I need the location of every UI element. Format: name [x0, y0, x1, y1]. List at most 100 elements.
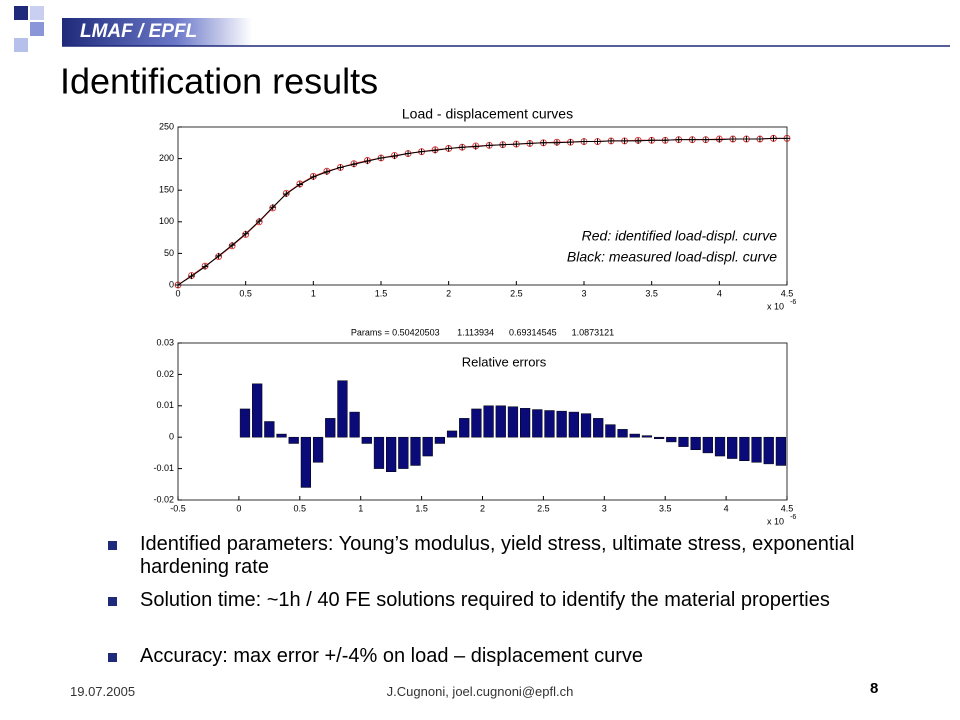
bar [373, 436, 385, 469]
y-tick-label: 150 [159, 185, 174, 195]
bar [532, 409, 543, 438]
marker [242, 230, 249, 237]
marker [526, 140, 533, 147]
bar [361, 436, 372, 444]
marker [418, 148, 425, 155]
plot-frame [177, 342, 788, 501]
series-line [177, 137, 787, 286]
chart-subtitle: Params = 0.50420503 1.113934 0.69314545 … [351, 327, 614, 337]
marker [269, 204, 276, 211]
marker [756, 136, 763, 143]
chart-title: Relative errors [462, 354, 547, 369]
slide-title: Identification results [60, 61, 378, 102]
x-tick-label: 2 [446, 288, 451, 298]
bar [239, 408, 251, 438]
bar [252, 383, 263, 438]
org: LMAF / EPFL [80, 21, 197, 42]
marker [553, 139, 560, 146]
x-tick-label: 3.5 [645, 288, 658, 298]
legend-entry: Black: measured load-displ. curve [567, 249, 777, 265]
marker [256, 218, 263, 225]
bar [690, 436, 701, 451]
marker [675, 136, 682, 143]
x-tick-label: 1 [358, 503, 363, 513]
x-multiplier: x 10 [767, 516, 784, 526]
footer-date: 19.07.2005 [70, 684, 136, 699]
x-tick-label: 4.5 [781, 288, 794, 298]
marker [662, 137, 669, 144]
bar [337, 380, 348, 438]
y-tick-label: 0 [169, 432, 174, 442]
bar [580, 413, 592, 438]
marker [405, 150, 412, 157]
bar [593, 418, 604, 438]
marker [310, 173, 317, 180]
y-tick-label: 0 [169, 279, 174, 289]
x-tick-label: 2.5 [510, 288, 523, 298]
x-tick-label: 1.5 [375, 288, 388, 298]
x-tick-label: 2 [480, 503, 485, 513]
bar [398, 436, 409, 469]
y-tick-label: 50 [164, 248, 174, 258]
marker [202, 263, 209, 270]
bar [471, 408, 482, 438]
y-tick-label: 100 [159, 216, 174, 226]
bar [763, 436, 774, 465]
marker [648, 137, 655, 144]
header-bar [62, 18, 252, 46]
x-tick-label: 1.5 [415, 503, 428, 513]
marker [215, 252, 222, 259]
bar [288, 436, 299, 444]
bar [556, 410, 567, 438]
x-tick-label: -0.5 [170, 503, 186, 513]
deco-square [30, 22, 44, 36]
marker [729, 136, 736, 143]
x-tick-label: 1 [311, 288, 316, 298]
x-tick-label: 4 [717, 288, 722, 298]
marker [445, 145, 452, 152]
marker [499, 141, 506, 148]
legend-entry: Red: identified load-displ. curve [582, 228, 778, 244]
bar [446, 430, 458, 438]
bar [520, 408, 531, 438]
y-tick-label: 0.02 [156, 369, 174, 379]
chart-title: Load - displacement curves [402, 106, 573, 122]
marker [391, 153, 398, 160]
marker [743, 136, 750, 143]
marker [567, 139, 574, 146]
bar [678, 436, 689, 447]
marker [594, 138, 601, 145]
bar [666, 436, 677, 443]
x-tick-label: 4 [724, 503, 729, 513]
marker [608, 137, 615, 144]
y-tick-label: 250 [159, 121, 174, 131]
bar [410, 436, 421, 466]
marker [472, 143, 479, 150]
bullet-marker [108, 597, 117, 606]
deco-square [14, 6, 28, 20]
bar [459, 418, 470, 438]
plot-frame [177, 126, 788, 286]
bar [605, 424, 616, 438]
y-tick-label: -0.02 [153, 494, 174, 504]
bullet: Solution time: ~1h / 40 FE solutions req… [140, 589, 830, 611]
x-tick-label: 0.5 [294, 503, 307, 513]
page-number: 8 [870, 680, 879, 697]
bar [739, 436, 750, 462]
marker [770, 135, 777, 142]
x-multiplier-exp: -6 [790, 514, 796, 521]
marker [459, 144, 466, 151]
bar [751, 436, 762, 463]
marker [175, 282, 181, 288]
bullet-marker [108, 653, 117, 662]
x-tick-label: 4.5 [781, 503, 794, 513]
x-multiplier-exp: -6 [790, 299, 796, 306]
marker [621, 137, 628, 144]
marker [364, 158, 371, 165]
bar [702, 436, 713, 454]
marker [513, 141, 520, 148]
x-tick-label: 0 [175, 288, 180, 298]
marker [378, 154, 384, 161]
deco-square [14, 38, 28, 52]
bar [276, 433, 287, 438]
